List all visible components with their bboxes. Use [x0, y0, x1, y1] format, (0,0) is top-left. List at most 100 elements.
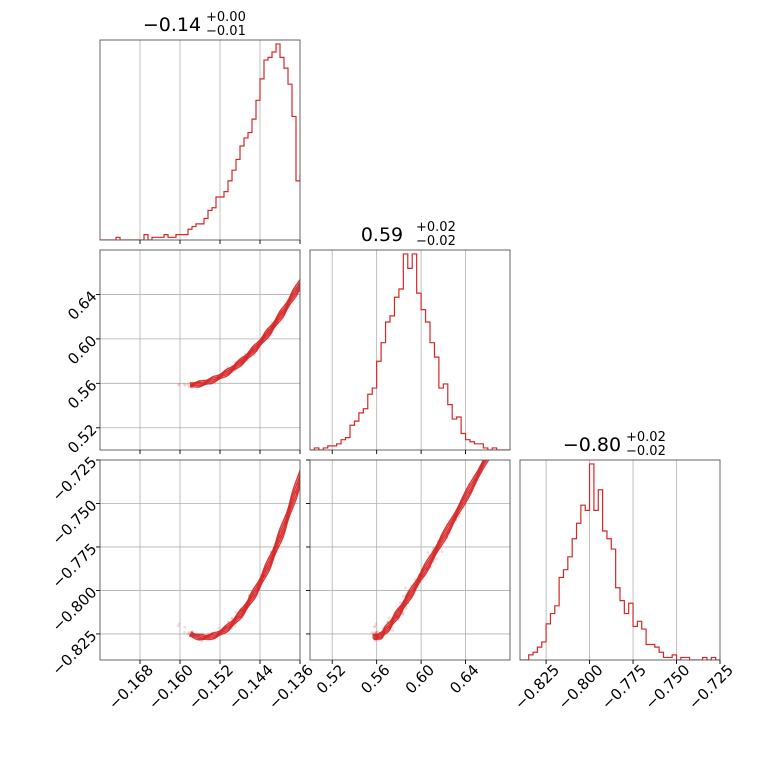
y-tick-label: −0.825: [49, 627, 101, 679]
contour-line: [373, 460, 486, 639]
sample-point: [186, 383, 189, 387]
x-tick-label: −0.725: [685, 661, 737, 713]
sample-point: [376, 629, 379, 633]
sample-point: [183, 630, 186, 634]
panel-frame-2-0: [99, 459, 301, 661]
sample-point: [301, 468, 304, 471]
x-tick-label: 0.60: [402, 661, 438, 697]
panel-title-upper-0: +0.00: [206, 10, 246, 25]
sample-point: [301, 466, 304, 469]
sample-point: [183, 382, 186, 386]
sample-point: [440, 550, 444, 554]
sample-point: [426, 551, 430, 554]
sample-point: [401, 612, 405, 615]
sample-point: [381, 626, 384, 630]
density-core: [188, 468, 300, 640]
contour-line: [373, 460, 488, 640]
sample-point: [374, 630, 378, 634]
sample-point: [230, 616, 233, 620]
y-tick-label: 0.60: [64, 332, 100, 368]
sample-point: [301, 281, 304, 284]
sample-point: [399, 601, 402, 604]
panel-title-lower-2: −0.02: [626, 444, 666, 459]
panel-frame-1-0: [99, 249, 301, 451]
contour-line: [189, 280, 300, 386]
sample-point: [301, 474, 304, 477]
sample-point: [186, 632, 189, 636]
y-tick-label: −0.750: [49, 496, 101, 548]
sample-point: [374, 622, 378, 626]
sample-point: [188, 631, 191, 634]
panel-title-upper-1: +0.02: [416, 220, 456, 235]
y-tick-label: 0.56: [64, 376, 100, 412]
x-tick-label: −0.775: [598, 661, 650, 713]
x-tick-label: −0.136: [265, 661, 317, 713]
scatter-panel-1-2: [370, 460, 490, 643]
panel-title-lower-1: −0.02: [416, 234, 456, 249]
sample-point: [187, 385, 191, 389]
sample-point: [387, 616, 391, 620]
panel-title-1: 0.59: [361, 224, 403, 246]
sample-point: [301, 279, 304, 282]
contour-line: [189, 476, 300, 639]
contour-line: [189, 479, 300, 640]
panel-title-2: −0.80: [563, 434, 621, 456]
sample-point: [300, 470, 303, 473]
sample-point: [373, 625, 376, 629]
x-tick-label: 0.56: [357, 661, 393, 697]
x-tick-label: 0.52: [313, 661, 349, 697]
sample-point: [373, 631, 377, 634]
y-tick-label: −0.725: [49, 453, 101, 505]
density-core: [189, 278, 300, 388]
contour-line: [374, 460, 485, 638]
panel-title-0: −0.14: [143, 14, 201, 36]
sample-point: [183, 625, 187, 629]
contour-line: [190, 472, 300, 638]
panel-title-lower-0: −0.01: [206, 24, 246, 39]
histogram-param-2: [520, 463, 720, 660]
sample-point: [217, 626, 221, 630]
sample-point: [178, 382, 181, 386]
sample-point: [404, 607, 408, 611]
sample-point: [233, 624, 237, 627]
x-tick-label: 0.64: [446, 661, 482, 697]
sample-point: [176, 624, 180, 628]
contour-line: [189, 282, 300, 387]
contour-line: [189, 278, 300, 384]
sample-point: [301, 279, 304, 282]
sample-point: [391, 629, 395, 632]
sample-point: [401, 595, 405, 598]
y-tick-label: 0.52: [64, 421, 100, 457]
scatter-panel-0-2: [176, 466, 304, 643]
y-tick-label: −0.775: [49, 540, 101, 592]
contour-line: [188, 482, 300, 641]
histogram-param-1: [310, 253, 510, 450]
contour-line: [372, 460, 490, 641]
panel-frame-0-0: [99, 39, 301, 241]
density-core: [372, 460, 489, 640]
histogram-param-0: [100, 43, 300, 240]
sample-point: [370, 630, 374, 634]
y-tick-label: 0.64: [64, 287, 100, 323]
y-tick-label: −0.800: [49, 583, 101, 635]
panel-frame-2-2: [519, 459, 721, 661]
panel-frame-1-1: [309, 249, 511, 451]
sample-point: [375, 631, 378, 634]
contour-line: [190, 286, 300, 388]
panel-title-upper-2: +0.02: [626, 430, 666, 445]
sample-point: [373, 624, 377, 628]
x-tick-label: −0.750: [642, 661, 694, 713]
scatter-panel-0-1: [176, 278, 304, 390]
contour-line: [189, 284, 300, 387]
sample-point: [300, 280, 303, 283]
x-tick-label: −0.800: [555, 661, 607, 713]
sample-point: [176, 383, 180, 387]
sample-point: [401, 612, 405, 616]
x-tick-label: −0.825: [511, 661, 563, 713]
sample-point: [403, 586, 407, 590]
sample-point: [457, 515, 461, 519]
sample-point: [436, 557, 439, 560]
contour-line: [376, 460, 485, 637]
sample-point: [234, 611, 238, 614]
